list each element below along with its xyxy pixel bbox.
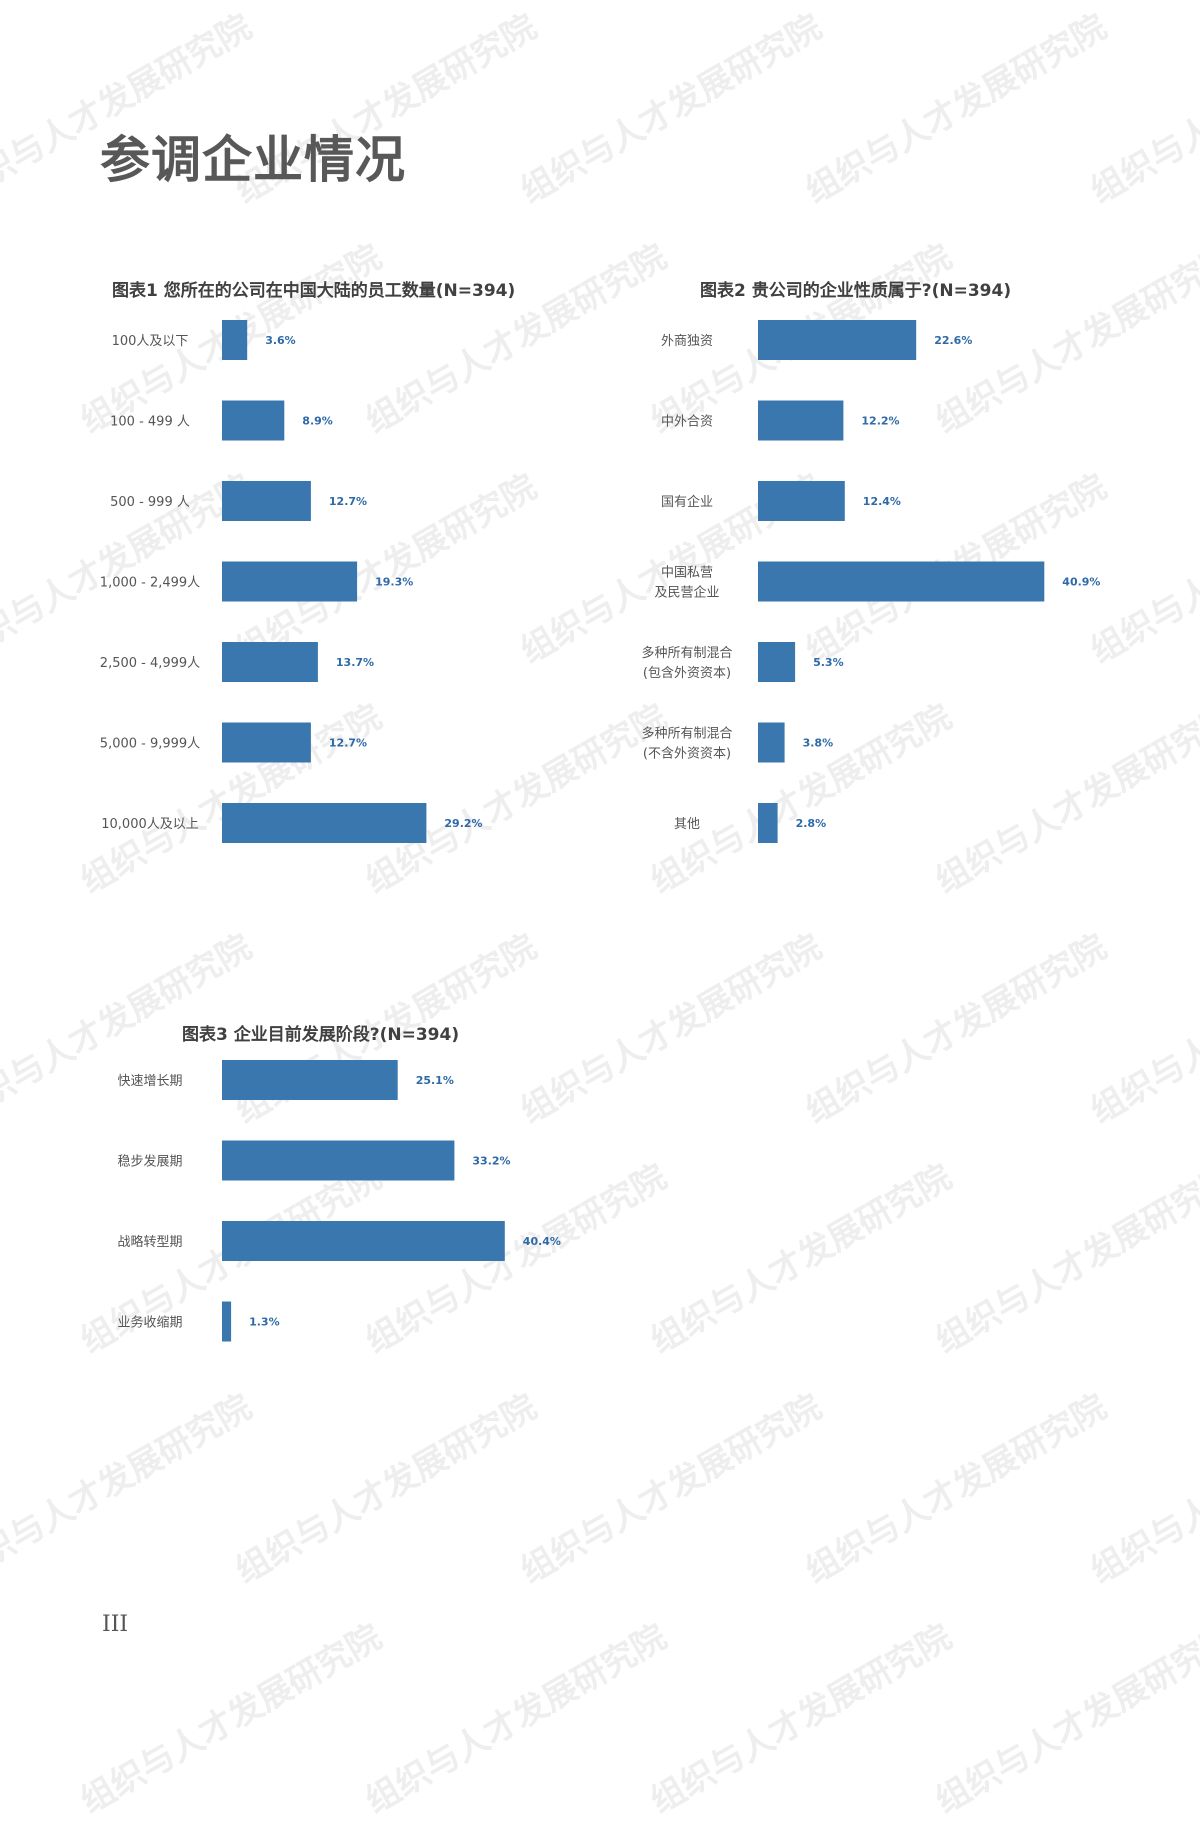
value-label: 12.4% xyxy=(863,495,901,508)
value-label: 40.4% xyxy=(523,1235,561,1248)
value-label: 40.9% xyxy=(1062,576,1100,589)
bar xyxy=(758,400,844,441)
chart-title: 图表1 您所在的公司在中国大陆的员工数量(N=394) xyxy=(112,281,516,301)
chart-company-type: 图表2 贵公司的企业性质属于?(N=394) 22.6% 外商独资 12.2% 中外合… xyxy=(600,270,1200,870)
category-label: 5,000 - 9,999人 xyxy=(100,737,200,752)
watermark-text: 组织与人才发展研究院 xyxy=(644,1616,959,1822)
value-label: 3.8% xyxy=(803,737,834,750)
value-label: 1.3% xyxy=(249,1316,280,1329)
watermark-text: 组织与人才发展研究院 xyxy=(644,1156,959,1362)
watermark-text: 组织与人才发展研究院 xyxy=(1084,1386,1200,1592)
chart-employee-count: 图表1 您所在的公司在中国大陆的员工数量(N=394) 3.6% 100人及以下 8… xyxy=(0,270,600,870)
chart-title: 图表3 企业目前发展阶段?(N=394) xyxy=(182,1025,460,1045)
category-label: 国有企业 xyxy=(661,494,713,510)
bar xyxy=(222,1140,455,1181)
chart-development-stage: 图表3 企业目前发展阶段?(N=394) 25.1% 快速增长期 33.2% 稳步发展… xyxy=(0,1012,600,1412)
category-label: 多种所有制混合(包含外资资本) xyxy=(641,645,732,681)
category-label: 500 - 999 人 xyxy=(110,495,190,510)
value-label: 13.7% xyxy=(336,656,374,669)
value-label: 5.3% xyxy=(813,656,844,669)
value-label: 19.3% xyxy=(375,576,413,589)
category-label: 快速增长期 xyxy=(117,1074,182,1089)
watermark-text: 组织与人才发展研究院 xyxy=(514,6,829,212)
chart-development-stage-plot: 25.1% 快速增长期 33.2% 稳步发展期 40.4% 战略转型期 1.3% 业务收缩期 xyxy=(117,1060,561,1342)
value-label: 8.9% xyxy=(302,415,333,428)
chart-employee-count-plot: 3.6% 100人及以下 8.9% 100 - 499 人 12.7% 500 - 999… xyxy=(100,320,483,843)
watermark-text: 组织与人才发展研究院 xyxy=(74,1616,389,1822)
watermark-text: 组织与人才发展研究院 xyxy=(799,926,1114,1132)
bar xyxy=(222,481,311,521)
value-label: 12.2% xyxy=(861,415,899,428)
category-label: 10,000人及以上 xyxy=(101,817,199,832)
bar xyxy=(758,561,1045,602)
watermark-text: 组织与人才发展研究院 xyxy=(359,1616,674,1822)
watermark-text: 组织与人才发展研究院 xyxy=(1084,6,1200,212)
watermark-text: 组织与人才发展研究院 xyxy=(799,1386,1114,1592)
bar xyxy=(222,400,285,441)
value-label: 12.7% xyxy=(329,495,367,508)
bar xyxy=(758,803,778,843)
category-label: 其他 xyxy=(674,817,700,832)
value-label: 25.1% xyxy=(416,1074,454,1087)
category-label: 业务收缩期 xyxy=(117,1315,182,1331)
watermark-text: 组织与人才发展研究院 xyxy=(799,6,1114,212)
category-label: 中国私营及民营企业 xyxy=(654,566,719,601)
bar xyxy=(222,722,311,763)
bar xyxy=(222,642,318,682)
value-label: 29.2% xyxy=(444,817,482,830)
category-label: 稳步发展期 xyxy=(117,1154,182,1170)
bar xyxy=(222,1060,398,1100)
category-label: 2,500 - 4,999人 xyxy=(100,656,200,671)
category-label: 100 - 499 人 xyxy=(110,415,190,430)
category-label: 外商独资 xyxy=(661,334,713,349)
bar xyxy=(758,642,796,682)
category-label: 战略转型期 xyxy=(117,1234,182,1250)
bar xyxy=(222,1221,505,1261)
watermark-text: 组织与人才发展研究院 xyxy=(929,1156,1200,1362)
watermark-text: 组织与人才发展研究院 xyxy=(929,1616,1200,1822)
value-label: 12.7% xyxy=(329,737,367,750)
bar xyxy=(222,320,248,360)
value-label: 2.8% xyxy=(796,817,827,830)
category-label: 100人及以下 xyxy=(112,334,189,349)
bar xyxy=(222,1301,232,1342)
chart-company-type-plot: 22.6% 外商独资 12.2% 中外合资 12.4% 国有企业 40.9% 中国私营及民营企… xyxy=(641,320,1100,843)
bar xyxy=(758,320,917,360)
bar xyxy=(222,561,358,602)
watermark-text: 组织与人才发展研究院 xyxy=(1084,926,1200,1132)
bar xyxy=(222,803,427,843)
value-label: 22.6% xyxy=(934,334,972,347)
value-label: 3.6% xyxy=(265,334,296,347)
value-label: 33.2% xyxy=(472,1155,510,1168)
category-label: 中外合资 xyxy=(661,415,713,430)
category-label: 多种所有制混合(不含外资资本) xyxy=(641,726,732,762)
chart-title: 图表2 贵公司的企业性质属于?(N=394) xyxy=(700,281,1012,301)
category-label: 1,000 - 2,499人 xyxy=(100,576,200,591)
bar xyxy=(758,481,845,521)
page-number: III xyxy=(102,1612,129,1637)
bar xyxy=(758,722,785,763)
page-title: 参调企业情况 xyxy=(100,131,406,189)
